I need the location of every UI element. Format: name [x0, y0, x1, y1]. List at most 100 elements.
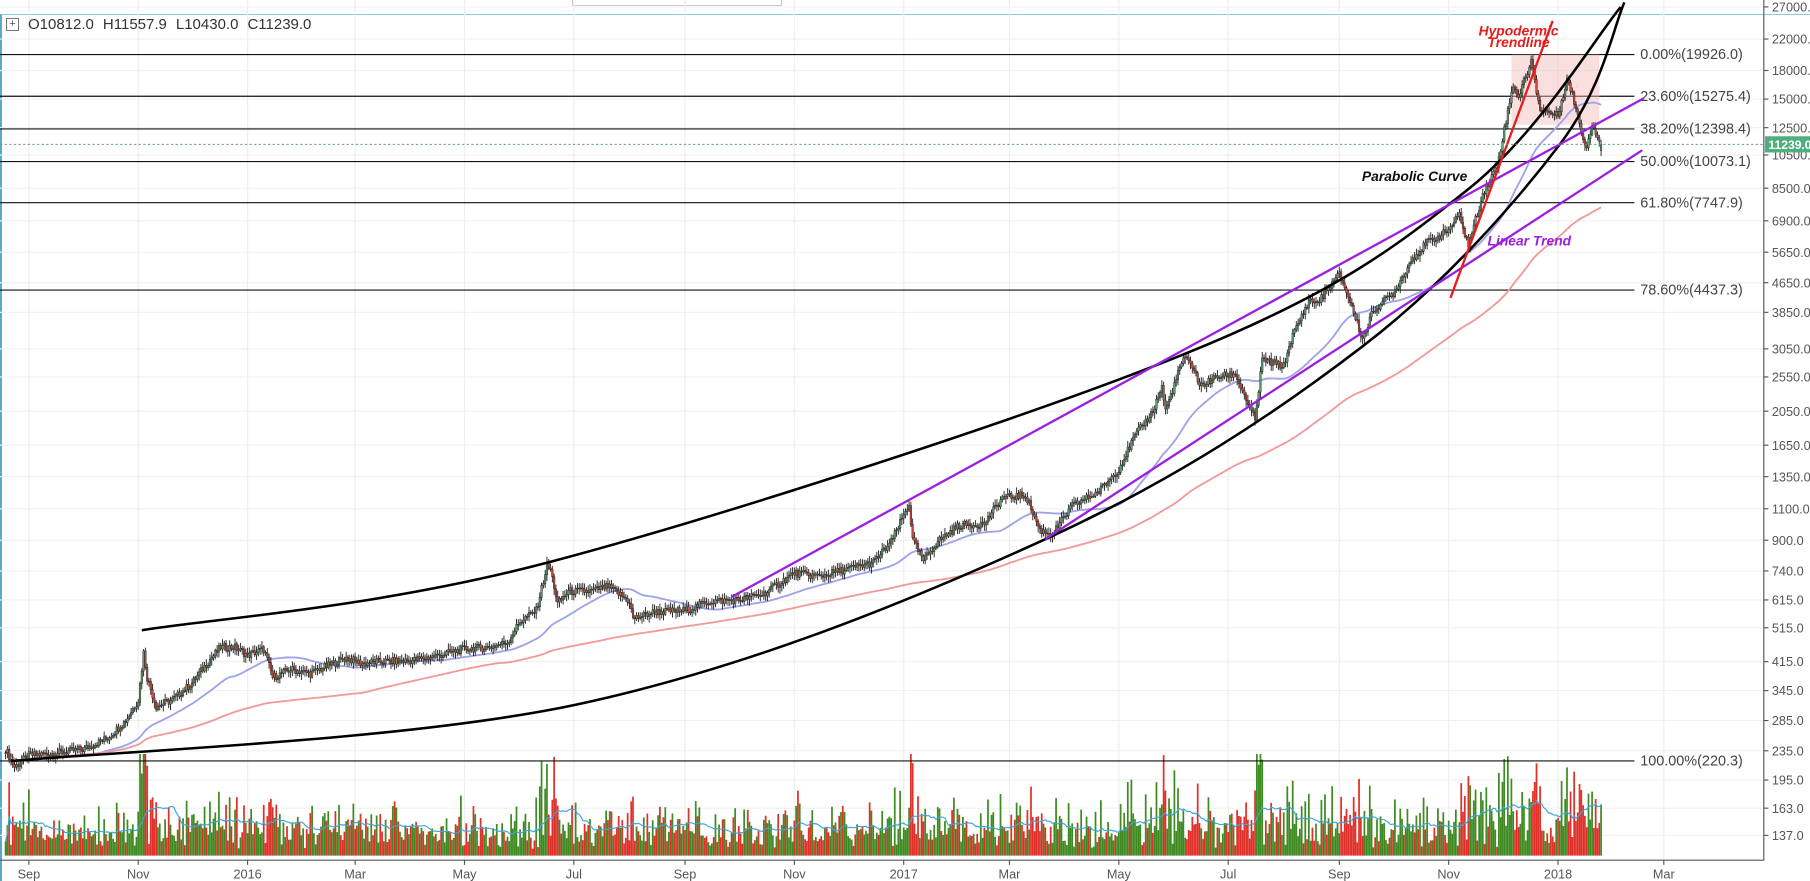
volume-bar — [201, 828, 204, 856]
volume-bar — [533, 840, 536, 856]
volume-bar — [1071, 823, 1074, 856]
candle-body — [1254, 412, 1257, 421]
linear-trend-line[interactable] — [731, 97, 1645, 598]
candle-body — [1556, 110, 1560, 117]
volume-bar — [944, 821, 946, 856]
candle-body — [510, 637, 513, 643]
candle-body — [735, 596, 739, 599]
candle-body — [1275, 359, 1278, 365]
volume-bar — [244, 822, 247, 856]
hypodermic-trendline[interactable] — [1449, 20, 1554, 299]
candle-body — [1033, 514, 1036, 517]
volume-bar — [477, 845, 480, 856]
candle-body — [850, 564, 853, 567]
volume-bar — [764, 815, 767, 856]
candle-body — [1101, 484, 1104, 487]
candle-body — [280, 672, 283, 674]
trend-drawings[interactable] — [10, 1, 1645, 763]
volume-bar — [33, 822, 36, 856]
volume-bar — [619, 827, 622, 856]
candle-body — [259, 648, 262, 650]
volume-bar — [1230, 813, 1233, 856]
expand-legend-icon[interactable]: + — [6, 18, 19, 31]
candle-body — [72, 747, 75, 752]
candle-body — [1042, 529, 1045, 534]
candle-body — [1476, 215, 1479, 218]
volume-bar — [680, 833, 683, 856]
volume-bar — [128, 833, 131, 856]
volume-bar — [1125, 826, 1127, 856]
volume-bar — [112, 838, 114, 856]
candle-body — [1494, 167, 1497, 172]
volume-bar — [951, 810, 953, 856]
volume-bar — [140, 773, 143, 856]
candle-body — [126, 718, 129, 723]
volume-bar — [497, 845, 500, 856]
volume-bar — [409, 826, 412, 856]
candle-body — [1169, 393, 1172, 401]
volume-bar — [365, 818, 367, 856]
volume-bar — [1483, 843, 1486, 856]
parabolic-curve[interactable] — [141, 6, 1622, 632]
candle-body — [1576, 108, 1579, 115]
candle-body — [694, 603, 697, 611]
volume-bar — [1214, 847, 1217, 856]
candle-body — [146, 667, 149, 682]
candle-body — [1424, 242, 1427, 246]
candle-body — [1549, 111, 1552, 114]
candle-body — [65, 752, 68, 755]
volume-bar — [1259, 753, 1262, 856]
candle-body — [658, 609, 661, 615]
volume-bar — [886, 818, 889, 856]
candle-body — [121, 727, 124, 730]
volume-bar — [940, 831, 943, 856]
volume-bar — [859, 829, 862, 856]
candle-body — [538, 596, 541, 607]
candle-body — [660, 611, 663, 615]
price-tick-label: 2050.0 — [1772, 405, 1810, 419]
volume-bar — [131, 824, 134, 856]
candle-body — [977, 527, 981, 529]
linear-trend-line[interactable] — [1044, 149, 1643, 541]
volume-bar — [404, 826, 407, 856]
candle-body — [565, 594, 568, 597]
chart-frame — [0, 14, 1810, 881]
candle-body — [226, 650, 229, 652]
candle-body — [1465, 236, 1468, 238]
fib-retracement[interactable]: 0.00%(19926.0)23.60%(15275.4)38.20%(1239… — [0, 47, 1751, 770]
volume-bar — [126, 819, 129, 856]
candle-body — [590, 588, 593, 591]
volume-bar — [164, 819, 166, 856]
volume-bar — [185, 800, 188, 856]
candle-body — [635, 615, 638, 620]
candle-body — [572, 593, 575, 596]
parabolic-curve[interactable] — [10, 1, 1626, 763]
candle-body — [155, 702, 158, 710]
candle-body — [1589, 133, 1592, 140]
candle-body — [8, 748, 11, 760]
candle-body — [1560, 100, 1563, 112]
fib-level-label: 50.00%(10073.1) — [1640, 154, 1751, 170]
candle-body — [106, 738, 109, 741]
volume-bar — [278, 814, 281, 856]
candle-body — [368, 662, 371, 665]
volume-bar — [241, 832, 244, 856]
candle-body — [38, 753, 41, 757]
volume-bar — [838, 815, 841, 856]
candle-body — [1028, 500, 1031, 504]
candle-body — [574, 588, 577, 595]
volume-bar — [322, 816, 324, 856]
volume-bar — [1429, 840, 1432, 856]
time-tick-label: 2017 — [890, 868, 918, 881]
candle-body — [205, 665, 208, 668]
volume-bar — [311, 805, 313, 856]
candle-body — [432, 655, 436, 658]
volume-bar — [745, 828, 747, 856]
volume-bar — [1195, 823, 1197, 856]
volume-bar — [72, 823, 75, 856]
volume-bar — [1044, 827, 1047, 856]
volume-bar — [814, 837, 817, 856]
candle-body — [1006, 493, 1009, 497]
volume-bar — [178, 816, 181, 856]
